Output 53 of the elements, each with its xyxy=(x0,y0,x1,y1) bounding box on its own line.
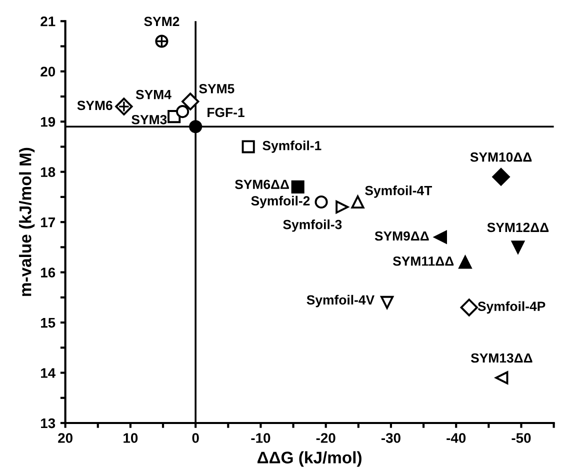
point xyxy=(182,92,200,110)
point xyxy=(458,256,472,269)
series-label: SYM10ΔΔ xyxy=(470,152,532,162)
x-tick-label: -30 xyxy=(381,433,400,443)
y-tick-label: 17 xyxy=(41,218,55,228)
y-tick-label: 15 xyxy=(41,318,56,328)
point xyxy=(511,240,525,254)
y-tick-label: 14 xyxy=(41,368,56,378)
series-label: SYM6ΔΔ xyxy=(234,180,289,190)
series-label: SYM12ΔΔ xyxy=(487,222,549,232)
point xyxy=(495,371,508,384)
point xyxy=(492,168,510,186)
point xyxy=(115,98,133,116)
point xyxy=(351,195,364,209)
x-tick-label: 0 xyxy=(192,433,199,443)
series-label: SYM3 xyxy=(132,114,167,124)
series-label: SYM2 xyxy=(144,16,180,26)
y-tick-label: 13 xyxy=(41,418,56,428)
series-label: SYM6 xyxy=(77,100,112,110)
y-tick-label: 21 xyxy=(40,16,56,26)
y-tick-label: 18 xyxy=(41,167,56,178)
x-tick-label: -20 xyxy=(316,433,336,443)
series-label: SYM5 xyxy=(199,84,234,94)
series-label: Symfoil-4P xyxy=(478,301,546,314)
x-axis-title: ΔΔG (kJ/mol) xyxy=(258,451,362,467)
series-label: Symfoil-1 xyxy=(262,140,322,153)
series-label: SYM9ΔΔ xyxy=(374,231,429,241)
series-label: Symfoil-3 xyxy=(283,220,342,232)
point xyxy=(336,200,349,214)
x-tick-label: -50 xyxy=(512,433,531,443)
point xyxy=(314,195,328,209)
series-label: SYM13ΔΔ xyxy=(470,353,532,363)
point xyxy=(291,180,304,194)
point xyxy=(434,230,448,244)
series-label: SYM4 xyxy=(136,90,172,100)
series-label: SYM11ΔΔ xyxy=(392,256,454,266)
y-axis-title: m-value (kJ/mol M) xyxy=(19,148,35,296)
series-label: Symfoil-2 xyxy=(251,196,310,208)
x-tick-label: 10 xyxy=(124,433,138,443)
y-tick-label: 20 xyxy=(40,66,56,77)
point xyxy=(176,105,190,118)
point xyxy=(189,120,202,134)
point xyxy=(460,298,478,316)
series-label: Symfoil-4T xyxy=(365,186,432,198)
y-tick-label: 16 xyxy=(41,268,56,278)
series-label: Symfoil-4V xyxy=(306,294,374,308)
point xyxy=(242,140,255,154)
x-tick-label: -10 xyxy=(251,433,270,443)
series-label: FGF-1 xyxy=(208,108,244,118)
point xyxy=(380,296,394,309)
y-tick-label: 19 xyxy=(41,116,56,127)
x-tick-label: -40 xyxy=(446,433,466,443)
x-tick-label: 20 xyxy=(58,433,72,443)
